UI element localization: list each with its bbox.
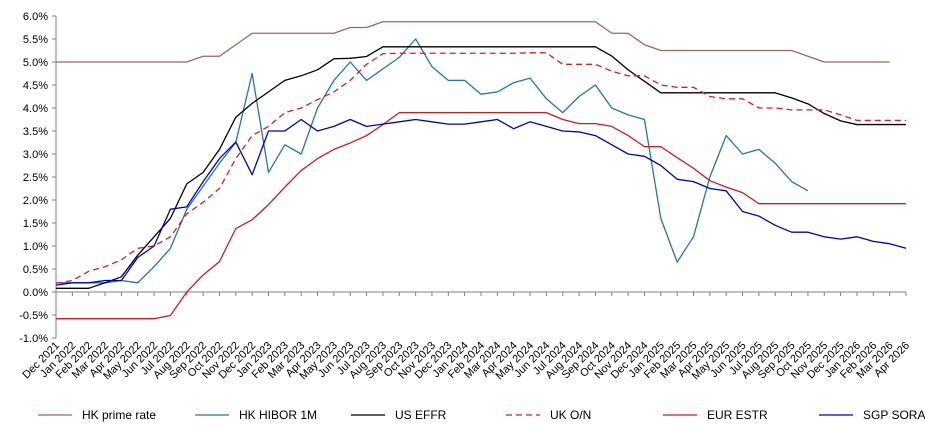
series-line-3 (55, 52, 906, 284)
legend-label-5: SGP SORA (863, 408, 925, 422)
legend-label-1: HK HIBOR 1M (239, 408, 317, 422)
y-tick-label: 5.5% (23, 34, 48, 46)
y-tick-label: 3.5% (23, 126, 48, 138)
legend: HK prime rate HK HIBOR 1M US EFFR UK O/N EUR… (38, 408, 925, 422)
series-line-2 (56, 46, 906, 289)
legend-label-0: HK prime rate (82, 408, 156, 422)
series-lines (55, 21, 907, 320)
y-tick-label: 1.0% (23, 241, 48, 253)
y-tick-label: 2.5% (23, 172, 48, 184)
legend-label-3: UK O/N (550, 408, 591, 422)
series-line-5 (55, 118, 907, 286)
y-tick-label: 0.0% (23, 287, 48, 299)
y-tick-label: -0.5% (19, 310, 48, 322)
y-tick-label: 2.0% (23, 195, 48, 207)
series-line-4 (56, 111, 906, 320)
series-line-0 (56, 21, 890, 63)
series-line-1 (56, 38, 809, 284)
legend-label-2: US EFFR (395, 408, 447, 422)
y-tick-label: 5.0% (23, 57, 48, 69)
legend-label-4: EUR ESTR (707, 408, 768, 422)
y-axis: -1.0% -0.5% 0.0% 0.5% 1.0% 1.5% 2.0% 2.5% 3.0% 3.… (19, 11, 57, 345)
y-tick-label: 4.0% (23, 103, 48, 115)
y-tick-label: 3.0% (23, 149, 48, 161)
y-tick-label: 1.5% (23, 218, 48, 230)
y-tick-label: -1.0% (19, 333, 48, 345)
y-tick-label: 0.5% (23, 264, 48, 276)
y-tick-label: 6.0% (23, 11, 48, 23)
y-tick-label: 4.5% (23, 80, 48, 92)
